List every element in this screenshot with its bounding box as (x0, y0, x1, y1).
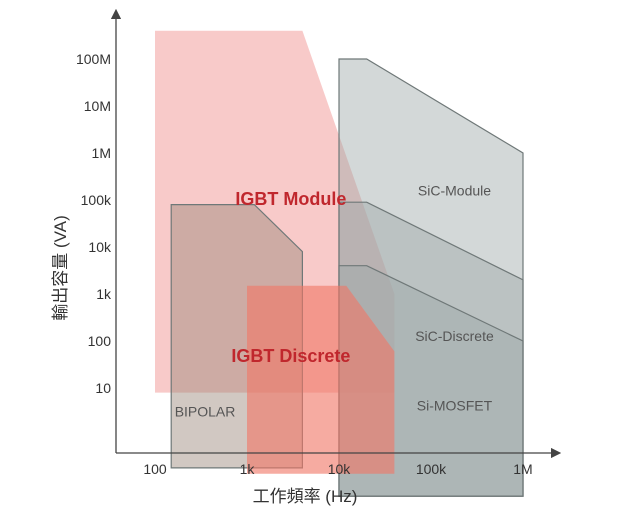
label-si-mosfet: Si-MOSFET (417, 397, 493, 413)
labels-layer: IGBT Module SiC-Module SiC-Discrete Si-MOSF… (175, 182, 494, 419)
x-tick-label: 100k (416, 461, 447, 477)
region-igbt-discrete (247, 285, 395, 474)
y-tick-label: 10M (84, 98, 111, 114)
label-bipolar: BIPOLAR (175, 403, 236, 419)
y-tick-label: 100M (76, 51, 111, 67)
label-sic-module: SiC-Module (418, 182, 491, 198)
y-tick-label: 1M (92, 145, 111, 161)
label-igbt-module: IGBT Module (235, 189, 346, 209)
ticks-layer: 100 1k 10k 100k 1M 100M 10M 1M 100k 10k 1k 100 10 (76, 51, 533, 477)
regions-layer (155, 30, 524, 497)
x-tick-label: 1M (513, 461, 532, 477)
y-tick-label: 100k (81, 192, 112, 208)
x-axis-title: 工作頻率 (Hz) (253, 487, 358, 506)
y-axis-title: 輸出容量 (VA) (51, 215, 70, 320)
x-tick-label: 10k (328, 461, 352, 477)
x-tick-label: 1k (240, 461, 256, 477)
label-igbt-discrete: IGBT Discrete (231, 346, 350, 366)
y-tick-label: 100 (88, 333, 112, 349)
x-tick-label: 100 (143, 461, 167, 477)
y-tick-label: 1k (96, 286, 112, 302)
y-tick-label: 10k (88, 239, 112, 255)
y-tick-label: 10 (95, 380, 111, 396)
label-sic-discrete: SiC-Discrete (415, 328, 494, 344)
